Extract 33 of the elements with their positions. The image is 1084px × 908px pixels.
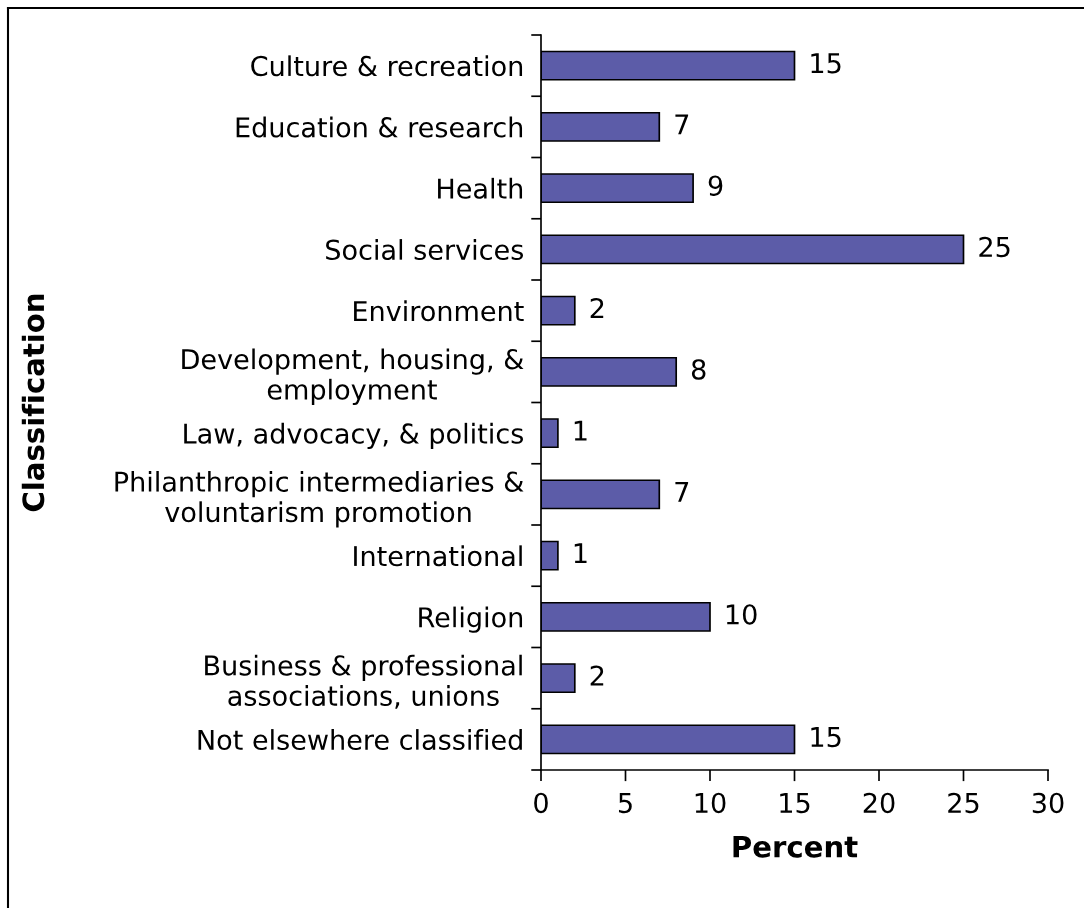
data-label: 9 [708, 175, 723, 196]
data-label: 15 [811, 727, 841, 748]
x-tick-label: 30 [1032, 792, 1064, 814]
data-label: 2 [590, 298, 604, 319]
data-label: 8 [691, 359, 706, 380]
y-tick-label: Development, housing, & employment [182, 348, 524, 406]
y-tick-label: Philanthropic intermediaries & voluntarism promotion [115, 470, 524, 528]
x-tick-label: 25 [948, 792, 979, 814]
x-tick-label: 15 [780, 793, 810, 814]
y-tick-label: Religion [419, 606, 523, 633]
data-label: 1 [574, 420, 587, 441]
y-axis-title: Classification [21, 294, 45, 512]
y-tick-label: Education & research [236, 116, 523, 138]
data-label: 15 [811, 53, 841, 74]
y-tick-label: Social services [326, 239, 524, 261]
y-tick-label: Environment [354, 300, 524, 322]
y-tick-label: Not elsewhere classified [198, 729, 522, 751]
x-tick-label: 10 [695, 792, 726, 814]
x-tick-label: 5 [618, 793, 632, 814]
data-label: 2 [590, 665, 604, 686]
data-label: 7 [675, 114, 689, 135]
x-axis-title: Percent [733, 836, 858, 858]
data-label: 1 [574, 543, 587, 564]
x-tick-label: 20 [863, 792, 895, 814]
y-tick-label: Culture & recreation [251, 55, 523, 77]
y-tick-label: Law, advocacy, & politics [184, 422, 524, 450]
y-tick-label: Business & professional associations, unions [205, 654, 522, 709]
y-tick-label: International [354, 545, 522, 567]
y-tick-label: Health [438, 177, 523, 199]
x-tick-label: 0 [534, 792, 548, 814]
data-label: 25 [979, 236, 1010, 258]
data-label: 10 [726, 604, 757, 625]
data-label: 7 [675, 482, 689, 502]
